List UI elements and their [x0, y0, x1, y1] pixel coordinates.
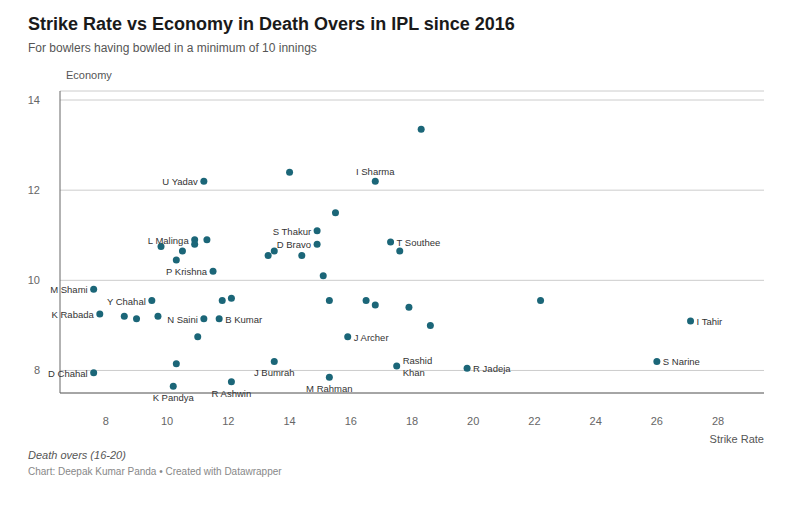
svg-text:R Ashwin: R Ashwin [212, 387, 252, 398]
svg-text:12: 12 [222, 415, 234, 427]
svg-text:U Yadav: U Yadav [162, 176, 198, 187]
svg-text:K Pandya: K Pandya [153, 392, 195, 403]
html-text:For bowlers having bowled in a: For bowlers having bowled in a minimum o… [28, 41, 317, 55]
svg-text:26: 26 [651, 415, 663, 427]
svg-text:L Malinga: L Malinga [148, 234, 190, 245]
svg-text:S Thakur: S Thakur [273, 225, 311, 236]
html-text:Economy: Economy [66, 69, 112, 81]
svg-text:12: 12 [28, 184, 40, 196]
html-text:Death overs (16-20): Death overs (16-20) [28, 449, 126, 461]
svg-text:R Jadeja: R Jadeja [473, 363, 511, 374]
svg-text:RashidKhan: RashidKhan [403, 355, 433, 377]
svg-text:D Bravo: D Bravo [277, 239, 311, 250]
svg-text:8: 8 [34, 364, 40, 376]
svg-text:S Narine: S Narine [663, 356, 700, 367]
svg-text:14: 14 [283, 415, 295, 427]
svg-text:14: 14 [28, 94, 40, 106]
svg-text:J Archer: J Archer [354, 331, 389, 342]
svg-text:N Saini: N Saini [167, 313, 198, 324]
svg-text:Strike Rate: Strike Rate [710, 433, 764, 443]
html-text:Chart: Deepak Kumar Panda • Cr: Chart: Deepak Kumar Panda • Created with… [28, 466, 282, 477]
svg-text:M Rahman: M Rahman [306, 383, 352, 394]
svg-text:24: 24 [590, 415, 602, 427]
svg-text:8: 8 [103, 415, 109, 427]
svg-text:I Tahir: I Tahir [697, 315, 723, 326]
svg-text:20: 20 [467, 415, 479, 427]
html-text:Strike Rate vs Economy in Deat: Strike Rate vs Economy in Death Overs in… [28, 14, 515, 34]
svg-text:10: 10 [28, 274, 40, 286]
svg-text:B Kumar: B Kumar [225, 313, 262, 324]
svg-text:18: 18 [406, 415, 418, 427]
svg-text:M Shami: M Shami [50, 284, 87, 295]
svg-text:J Bumrah: J Bumrah [254, 367, 295, 378]
svg-text:28: 28 [712, 415, 724, 427]
svg-text:I Sharma: I Sharma [356, 166, 395, 177]
svg-text:Y Chahal: Y Chahal [107, 295, 146, 306]
svg-text:T Southee: T Southee [397, 237, 441, 248]
svg-text:22: 22 [528, 415, 540, 427]
svg-text:K Rabada: K Rabada [52, 309, 95, 320]
svg-text:P Krishna: P Krishna [166, 266, 208, 277]
svg-text:D Chahal: D Chahal [48, 367, 88, 378]
svg-text:10: 10 [161, 415, 173, 427]
svg-text:16: 16 [345, 415, 357, 427]
